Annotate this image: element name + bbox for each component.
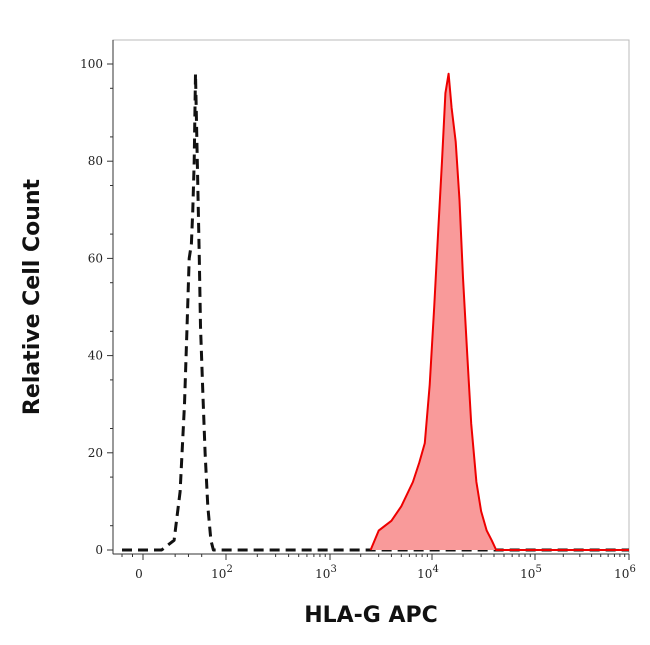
series-line-stained (369, 72, 629, 551)
y-axis: 0 20 40 60 80 100 (80, 40, 114, 557)
x-tick-exponent: 2 (226, 564, 232, 575)
series-layer (122, 72, 629, 552)
series-fill-stained (370, 73, 629, 550)
x-tick-label: 104 (417, 564, 439, 581)
y-tick-label: 80 (88, 154, 103, 168)
x-tick-label: 102 (211, 564, 233, 581)
x-tick-label: 105 (520, 564, 542, 581)
y-tick-label: 60 (88, 251, 103, 265)
x-tick-exponent: 6 (629, 564, 635, 575)
series-line-control (122, 72, 629, 552)
y-tick-label: 40 (88, 349, 103, 363)
x-tick-exponent: 3 (330, 564, 336, 575)
x-tick-exponent: 5 (535, 564, 541, 575)
x-tick-label: 106 (614, 564, 636, 581)
y-tick-label: 0 (95, 543, 103, 557)
x-tick-exponent: 4 (432, 564, 438, 575)
x-axis-label: HLA-G APC (304, 603, 438, 628)
y-tick-label: 20 (88, 446, 103, 460)
y-tick-label: 100 (80, 57, 103, 71)
x-tick-label: 0 (135, 567, 143, 581)
plot-frame (112, 39, 630, 555)
y-axis-label: Relative Cell Count (20, 178, 45, 415)
x-tick-label: 103 (315, 564, 337, 581)
x-axis: 0 102 103 104 105 106 (113, 553, 636, 581)
